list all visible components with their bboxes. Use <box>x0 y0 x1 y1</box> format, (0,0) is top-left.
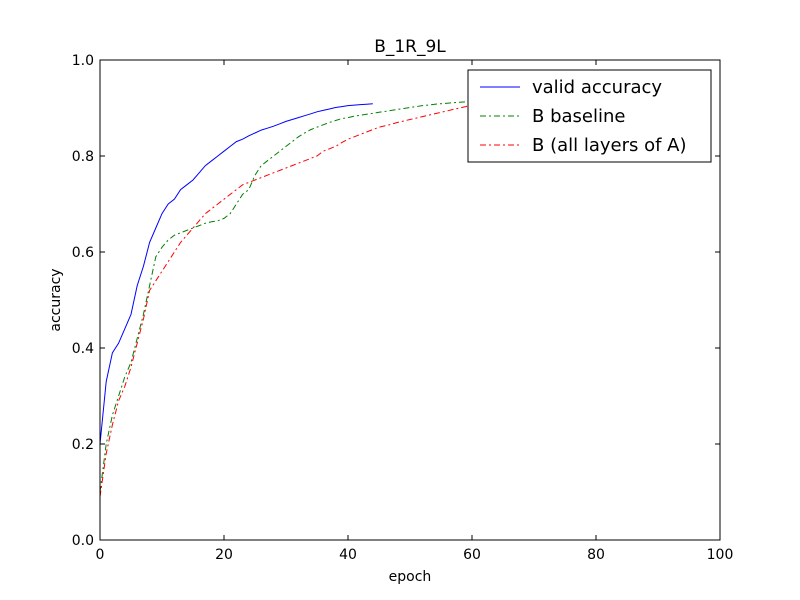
x-tick-label: 80 <box>587 547 605 563</box>
y-tick-label: 1.0 <box>72 53 94 69</box>
plot-frame <box>99 59 721 541</box>
x-tick-label: 20 <box>215 547 233 563</box>
x-tick-label: 60 <box>463 547 481 563</box>
x-tick-label: 40 <box>339 547 357 563</box>
y-axis-label: accuracy <box>48 268 64 331</box>
legend-label-2: B baseline <box>532 106 625 127</box>
y-tick-label: 0.0 <box>72 533 94 549</box>
y-tick-label: 0.6 <box>72 245 94 261</box>
series-line-2 <box>99 87 708 493</box>
x-tick-label: 0 <box>96 547 105 563</box>
ticks-layer: 0 20 40 60 80 100 0.0 0.2 0.4 0.6 0.8 1.0 <box>72 53 734 563</box>
legend: valid accuracy B baseline B (all layers of… <box>467 69 712 163</box>
series-layer <box>99 83 708 497</box>
y-tick-label: 0.4 <box>72 341 94 357</box>
series-line-1 <box>99 103 373 445</box>
x-axis-label: epoch <box>389 569 432 585</box>
chart-title: B_1R_9L <box>374 37 446 57</box>
y-tick-label: 0.8 <box>72 149 94 165</box>
legend-label-3: B (all layers of A) <box>532 135 687 156</box>
y-tick-label: 0.2 <box>72 437 94 453</box>
legend-label-1: valid accuracy <box>532 77 662 98</box>
x-tick-label: 100 <box>707 547 734 563</box>
